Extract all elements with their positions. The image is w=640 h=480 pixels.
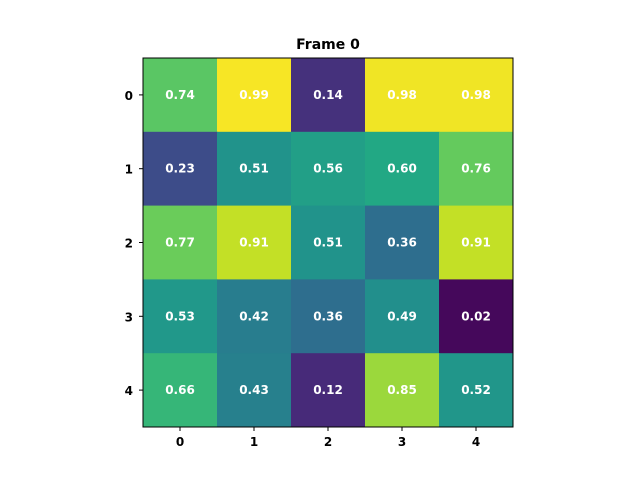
cell-value-label: 0.14 [313, 88, 343, 102]
cell-value-label: 0.66 [165, 383, 195, 397]
heatmap-cell [439, 131, 514, 207]
cell-value-label: 0.99 [239, 88, 269, 102]
heatmap-cell [291, 58, 366, 133]
cell-value-label: 0.85 [387, 383, 417, 397]
heatmap-cell [365, 58, 440, 133]
x-tick-label: 2 [324, 435, 332, 449]
cell-value-label: 0.23 [165, 162, 195, 176]
heatmap-cells [143, 58, 514, 428]
heatmap-cell [439, 58, 514, 133]
cell-value-label: 0.52 [461, 383, 491, 397]
cell-value-label: 0.51 [239, 162, 269, 176]
cell-value-label: 0.51 [313, 236, 343, 250]
cell-value-label: 0.74 [165, 88, 195, 102]
heatmap-cell [217, 279, 292, 354]
cell-value-label: 0.60 [387, 162, 417, 176]
heatmap-cell [143, 131, 218, 207]
heatmap-cell [365, 279, 440, 354]
cell-value-label: 0.43 [239, 383, 269, 397]
cell-value-label: 0.36 [387, 236, 417, 250]
heatmap-cell [291, 131, 366, 207]
x-tick-label: 1 [250, 435, 258, 449]
x-axis: 0 1 2 3 4 [176, 427, 480, 449]
heatmap-cell [291, 353, 366, 428]
heatmap-cell [365, 353, 440, 428]
heatmap-cell [365, 131, 440, 207]
cell-value-label: 0.77 [165, 236, 195, 250]
heatmap-cell [217, 205, 292, 280]
cell-value-label: 0.42 [239, 309, 269, 323]
y-tick-label: 0 [125, 89, 133, 103]
cell-value-label: 0.53 [165, 309, 195, 323]
heatmap-cell [291, 205, 366, 280]
heatmap-cell [217, 58, 292, 133]
y-tick-label: 2 [125, 237, 133, 251]
heatmap-cell [143, 58, 218, 133]
cell-value-label: 0.76 [461, 162, 491, 176]
heatmap-cell [439, 279, 514, 354]
x-tick-label: 3 [398, 435, 406, 449]
cell-value-label: 0.02 [461, 309, 491, 323]
x-tick-label: 0 [176, 435, 184, 449]
heatmap-cell [365, 205, 440, 280]
cell-value-label: 0.49 [387, 309, 417, 323]
heatmap-cell [439, 353, 514, 428]
cell-value-label: 0.98 [387, 88, 417, 102]
cell-value-label: 0.36 [313, 309, 343, 323]
heatmap-cell [439, 205, 514, 280]
y-axis: 0 1 2 3 4 [125, 89, 143, 398]
y-tick-label: 4 [125, 384, 133, 398]
y-tick-label: 1 [125, 163, 133, 177]
y-tick-label: 3 [125, 310, 133, 324]
cell-value-label: 0.91 [239, 236, 269, 250]
heatmap-cell-labels: 0.74 0.99 0.14 0.98 0.98 0.23 0.51 0.56 0.60 0.76… [165, 88, 491, 397]
heatmap-cell [217, 353, 292, 428]
heatmap-cell [143, 205, 218, 280]
chart-title: Frame 0 [296, 37, 360, 53]
heatmap-cell [291, 279, 366, 354]
x-tick-label: 4 [472, 435, 480, 449]
heatmap-cell [143, 279, 218, 354]
cell-value-label: 0.12 [313, 383, 343, 397]
cell-value-label: 0.56 [313, 162, 343, 176]
cell-value-label: 0.91 [461, 236, 491, 250]
heatmap-cell [143, 353, 218, 428]
cell-value-label: 0.98 [461, 88, 491, 102]
heatmap-cell [217, 131, 292, 207]
